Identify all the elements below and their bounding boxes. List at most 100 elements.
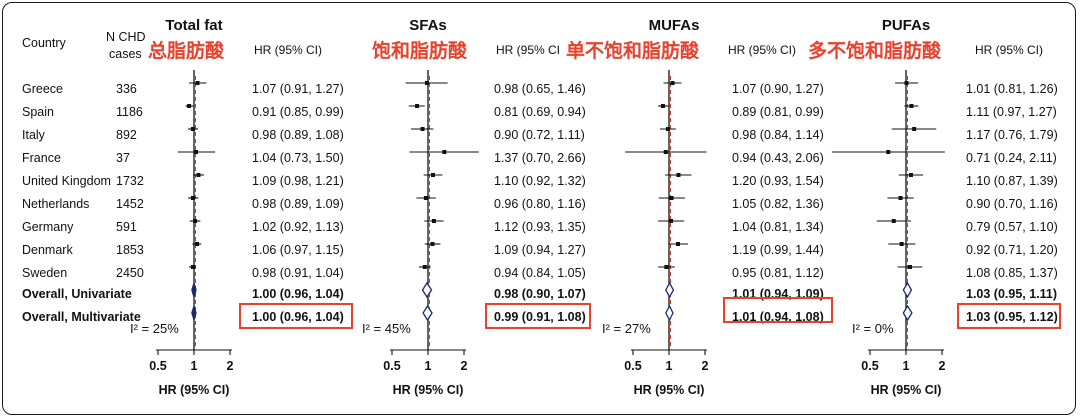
point-estimate xyxy=(190,127,195,131)
overall-row-label: Overall, Univariate xyxy=(22,287,132,301)
overall-row-label: Overall, Multivariate xyxy=(22,310,141,324)
hr-ci-value: 1.04 (0.73, 1.50) xyxy=(252,151,344,165)
chd-case-count: 591 xyxy=(116,220,137,234)
hr-ci-value: 0.98 (0.89, 1.08) xyxy=(252,128,344,142)
overall-hr-ci-value: 1.00 (0.96, 1.04) xyxy=(252,287,344,301)
point-estimate xyxy=(676,242,681,246)
point-estimate xyxy=(422,265,427,269)
hr-ci-value: 0.98 (0.89, 1.09) xyxy=(252,197,344,211)
overall-hr-ci-value: 1.00 (0.96, 1.04) xyxy=(252,310,344,324)
x-tick-label: 2 xyxy=(939,359,946,373)
pooled-diamond xyxy=(422,304,433,322)
highlight-box xyxy=(957,303,1061,329)
pooled-diamond xyxy=(191,280,197,300)
country-name: France xyxy=(22,151,61,165)
point-estimate xyxy=(430,242,435,246)
hr-column-header: HR (95% CI xyxy=(496,43,560,57)
point-estimate xyxy=(194,150,199,154)
country-name: Sweden xyxy=(22,266,67,280)
overall-hr-ci-value: 0.98 (0.90, 1.07) xyxy=(494,287,586,301)
point-estimate xyxy=(886,150,891,154)
chd-case-count: 1186 xyxy=(116,105,143,119)
point-estimate xyxy=(912,127,917,131)
country-name: Germany xyxy=(22,220,74,234)
point-estimate xyxy=(195,81,200,85)
cases-column-header-line1: N CHD xyxy=(106,30,146,44)
pooled-diamond xyxy=(902,281,913,299)
country-name: Denmark xyxy=(22,243,73,257)
forest-panels: Total fat 总脂肪酸 HR (95% CI) 1.07 (0.91, 1.27… xyxy=(22,17,1061,397)
heterogeneity-i2: I² = 0% xyxy=(852,321,894,336)
chd-case-count: 892 xyxy=(116,128,137,142)
cases-column-header-line2: cases xyxy=(109,47,142,61)
hr-ci-value: 0.98 (0.65, 1.46) xyxy=(494,82,586,96)
x-axis-label: HR (95% CI) xyxy=(159,383,230,397)
hr-ci-value: 1.10 (0.92, 1.32) xyxy=(494,174,586,188)
hr-ci-value: 1.09 (0.94, 1.27) xyxy=(494,243,586,257)
point-estimate xyxy=(190,265,195,269)
point-estimate xyxy=(904,81,909,85)
chinese-annotation-label: 多不饱和脂肪酸 xyxy=(808,39,942,62)
country-name: United Kingdom xyxy=(22,174,111,188)
chd-case-count: 37 xyxy=(116,151,130,165)
hr-ci-value: 0.91 (0.85, 0.99) xyxy=(252,105,344,119)
hr-ci-value: 1.10 (0.87, 1.39) xyxy=(966,174,1058,188)
hr-ci-value: 0.71 (0.24, 2.11) xyxy=(966,151,1057,165)
chd-case-count: 1853 xyxy=(116,243,144,257)
point-estimate xyxy=(907,265,912,269)
hr-ci-value: 0.96 (0.80, 1.16) xyxy=(494,197,586,211)
x-tick-label: 0.5 xyxy=(149,359,166,373)
point-estimate xyxy=(908,173,913,177)
hr-ci-value: 1.07 (0.90, 1.27) xyxy=(732,82,824,96)
hr-ci-value: 0.92 (0.71, 1.20) xyxy=(966,243,1058,257)
overall-hr-ci-value: 1.03 (0.95, 1.11) xyxy=(966,287,1057,301)
point-estimate xyxy=(193,219,198,223)
hr-ci-value: 1.19 (0.99, 1.44) xyxy=(732,243,824,257)
x-tick-label: 0.5 xyxy=(861,359,878,373)
hr-ci-value: 0.94 (0.84, 1.05) xyxy=(494,266,586,280)
hr-column-header: HR (95% CI) xyxy=(975,43,1043,57)
point-estimate xyxy=(430,173,435,177)
point-estimate xyxy=(665,127,670,131)
point-estimate xyxy=(423,196,428,200)
heterogeneity-i2: I² = 25% xyxy=(130,321,179,336)
panel-total-fat: Total fat 总脂肪酸 HR (95% CI) 1.07 (0.91, 1.27… xyxy=(22,17,353,397)
x-tick-label: 2 xyxy=(227,359,234,373)
hr-ci-value: 1.20 (0.93, 1.54) xyxy=(732,174,824,188)
x-tick-label: 2 xyxy=(702,359,709,373)
hr-ci-value: 1.04 (0.81, 1.34) xyxy=(732,220,824,234)
country-name: Italy xyxy=(22,128,46,142)
x-tick-label: 0.5 xyxy=(624,359,641,373)
overall-hr-ci-value: 1.01 (0.94, 1.08) xyxy=(732,310,824,324)
hr-ci-value: 0.90 (0.70, 1.16) xyxy=(966,197,1058,211)
hr-ci-value: 0.81 (0.69, 0.94) xyxy=(494,105,586,119)
chinese-annotation-label: 单不饱和脂肪酸 xyxy=(566,39,700,62)
hr-ci-value: 1.01 (0.81, 1.26) xyxy=(966,82,1058,96)
chd-case-count: 336 xyxy=(116,82,137,96)
hr-ci-value: 1.11 (0.97, 1.27) xyxy=(966,105,1057,119)
heterogeneity-i2: I² = 27% xyxy=(602,321,651,336)
chinese-annotation-label: 总脂肪酸 xyxy=(148,39,225,62)
hr-ci-value: 1.02 (0.92, 1.13) xyxy=(252,220,344,234)
highlight-box xyxy=(723,297,833,323)
x-axis-label: HR (95% CI) xyxy=(871,383,942,397)
point-estimate xyxy=(196,173,201,177)
hr-ci-value: 0.94 (0.43, 2.06) xyxy=(732,151,824,165)
point-estimate xyxy=(195,242,200,246)
overall-hr-ci-value: 0.99 (0.91, 1.08) xyxy=(494,310,586,324)
point-estimate xyxy=(424,81,429,85)
country-name: Spain xyxy=(22,105,54,119)
panel-title: SFAs xyxy=(409,17,447,34)
chd-case-count: 1452 xyxy=(116,197,144,211)
hr-ci-value: 1.09 (0.98, 1.21) xyxy=(252,174,344,188)
hr-ci-value: 0.98 (0.84, 1.14) xyxy=(732,128,824,142)
hr-ci-value: 1.07 (0.91, 1.27) xyxy=(252,82,344,96)
hr-ci-value: 0.95 (0.81, 1.12) xyxy=(732,266,824,280)
point-estimate xyxy=(442,150,447,154)
point-estimate xyxy=(187,104,192,108)
country-name: Netherlands xyxy=(22,197,89,211)
point-estimate xyxy=(415,104,420,108)
hr-column-header: HR (95% CI) xyxy=(254,43,322,57)
point-estimate xyxy=(664,265,669,269)
